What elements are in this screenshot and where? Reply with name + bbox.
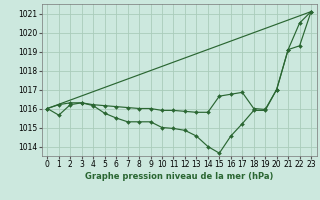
- X-axis label: Graphe pression niveau de la mer (hPa): Graphe pression niveau de la mer (hPa): [85, 172, 273, 181]
